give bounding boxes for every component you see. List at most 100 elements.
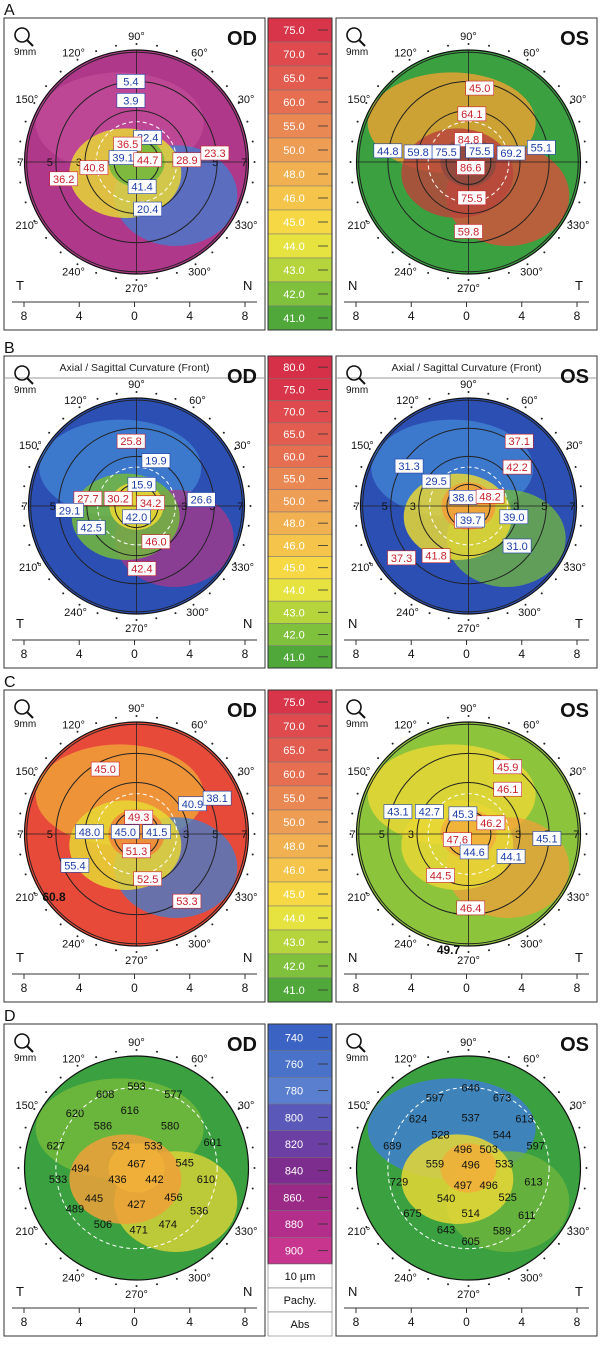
value-box bbox=[75, 824, 104, 840]
value-box bbox=[55, 503, 84, 518]
value-text: 53.3 bbox=[176, 896, 197, 908]
degree-dot bbox=[155, 949, 158, 952]
value-label: 467 bbox=[127, 1159, 145, 1171]
degree-dot bbox=[583, 853, 586, 856]
value-text: 48.0 bbox=[79, 827, 100, 839]
value-text: 496 bbox=[479, 1180, 497, 1192]
ring-label: 7 bbox=[350, 829, 356, 841]
scale-label: 9mm bbox=[14, 719, 36, 730]
degree-dot bbox=[251, 853, 254, 856]
x-tick-label: 0 bbox=[131, 309, 138, 323]
value-label: 20.4 bbox=[133, 201, 162, 217]
x-tick-label: 8 bbox=[242, 981, 249, 995]
value-text: 3.9 bbox=[123, 95, 138, 107]
value-box bbox=[103, 491, 133, 506]
value-text: 45.0 bbox=[115, 827, 136, 839]
value-text: 613 bbox=[524, 1176, 542, 1188]
scale-value: 50.0 bbox=[283, 145, 304, 157]
value-text: 559 bbox=[426, 1159, 444, 1171]
degree-dot bbox=[526, 58, 529, 61]
value-box bbox=[526, 140, 556, 155]
value-text: 613 bbox=[515, 1114, 533, 1126]
x-tick-label: 8 bbox=[353, 309, 360, 323]
degree-dot bbox=[225, 1242, 228, 1245]
angle-label: 120° bbox=[394, 719, 417, 731]
value-text: 44.8 bbox=[377, 146, 398, 158]
value-text: 45.3 bbox=[452, 809, 473, 821]
eye-label: OS bbox=[560, 366, 589, 388]
degree-dot bbox=[351, 140, 354, 143]
degree-dot bbox=[251, 1187, 254, 1190]
degree-dot bbox=[447, 716, 450, 719]
magnifier-handle bbox=[26, 1045, 34, 1053]
color-scale: 75.0 70.0 65.0 60.0 55.0 50.0 48.0 46.0 45.0 44.0… bbox=[267, 17, 333, 331]
angle-label: 270° bbox=[125, 623, 148, 635]
value-label: 44.5 bbox=[426, 868, 455, 883]
angle-label: 300° bbox=[520, 1273, 543, 1285]
degree-dot bbox=[192, 603, 195, 606]
degree-dot bbox=[377, 908, 380, 911]
angle-label: 210° bbox=[347, 1226, 370, 1238]
degree-dot bbox=[380, 578, 383, 581]
degree-dot bbox=[467, 619, 470, 621]
value-label: 442 bbox=[145, 1174, 163, 1186]
degree-dot bbox=[578, 792, 581, 795]
side-label-right: T bbox=[575, 1284, 583, 1299]
degree-dot bbox=[543, 742, 546, 745]
value-text: 49.3 bbox=[128, 812, 149, 824]
value-text: 524 bbox=[112, 1141, 130, 1153]
value-label: 39.1 bbox=[108, 150, 138, 165]
degree-dot bbox=[428, 612, 431, 615]
value-label: 31.3 bbox=[394, 458, 424, 474]
degree-dot bbox=[17, 833, 20, 835]
value-text: 537 bbox=[462, 1113, 480, 1125]
value-label: 45.0 bbox=[111, 824, 140, 840]
scale-value: 45.0 bbox=[283, 563, 304, 575]
outer-ring bbox=[355, 721, 582, 947]
degree-dot bbox=[487, 1050, 490, 1053]
angle-label: 90° bbox=[460, 31, 477, 43]
degree-dot bbox=[78, 406, 81, 409]
angle-label: 300° bbox=[186, 607, 209, 619]
scale-value: 55.0 bbox=[283, 474, 304, 486]
value-text: 533 bbox=[144, 1141, 162, 1153]
value-label: 31.0 bbox=[502, 538, 532, 554]
angle-label: 120° bbox=[62, 719, 85, 731]
value-text: 37.1 bbox=[509, 436, 530, 448]
value-text: 46.0 bbox=[145, 537, 166, 549]
value-text: 47.6 bbox=[447, 835, 468, 847]
angle-label: 30° bbox=[566, 440, 583, 452]
degree-dot bbox=[211, 923, 214, 926]
ring-label: 3 bbox=[410, 501, 416, 513]
degree-dot bbox=[59, 1076, 62, 1079]
degree-dot bbox=[62, 417, 65, 420]
angle-label: 30° bbox=[238, 1100, 255, 1112]
value-box bbox=[504, 433, 534, 449]
side-label-right: N bbox=[243, 950, 252, 965]
degree-dot bbox=[566, 448, 569, 450]
value-label: 605 bbox=[462, 1236, 480, 1248]
value-text: 610 bbox=[197, 1174, 215, 1186]
degree-dot bbox=[351, 1187, 354, 1190]
value-label: 729 bbox=[390, 1176, 408, 1188]
value-label: 589 bbox=[493, 1226, 511, 1238]
outer-ring bbox=[27, 397, 246, 615]
extreme-value: 60.8 bbox=[42, 890, 66, 904]
ring-label: 7 bbox=[569, 501, 575, 513]
value-label: 528 bbox=[431, 1129, 449, 1141]
value-label: 620 bbox=[66, 1108, 84, 1120]
value-text: 46.4 bbox=[460, 903, 481, 915]
panel-d: D 90° 120° 60° 150° 30° 210° 330° 240° 300° 270° 9m… bbox=[3, 1008, 598, 1337]
value-text: 45.0 bbox=[469, 83, 490, 95]
scale-frame bbox=[267, 355, 333, 669]
value-label: 608 bbox=[96, 1089, 114, 1101]
angle-label: 300° bbox=[520, 939, 543, 951]
value-text: 31.0 bbox=[506, 541, 527, 553]
degree-dot bbox=[507, 943, 510, 946]
side-label-right: T bbox=[575, 616, 583, 631]
value-box bbox=[431, 144, 461, 160]
degree-dot bbox=[467, 1049, 470, 1051]
value-label: 19.9 bbox=[141, 453, 171, 468]
degree-dot bbox=[467, 391, 470, 393]
angle-label: 240° bbox=[62, 1273, 85, 1285]
